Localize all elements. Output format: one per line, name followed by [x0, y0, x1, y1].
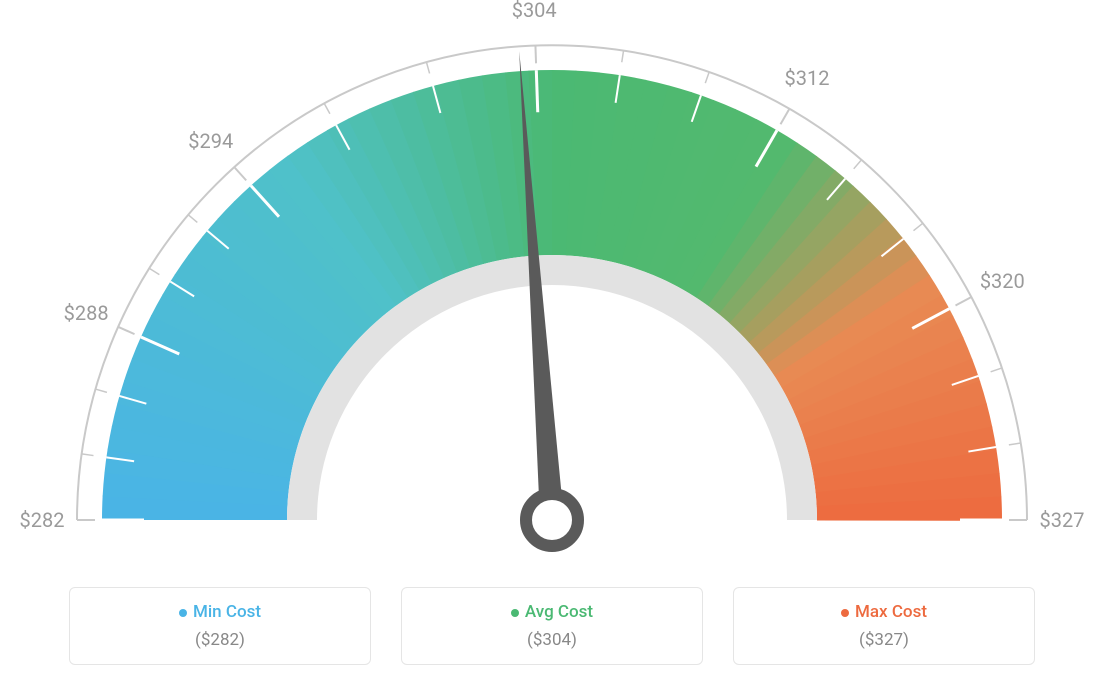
tick-label: $320: [980, 269, 1025, 293]
legend-max-box: Max Cost ($327): [733, 587, 1035, 665]
tick-label: $312: [785, 66, 830, 90]
legend-avg-box: Avg Cost ($304): [401, 587, 703, 665]
legend-avg-title: Avg Cost: [402, 602, 702, 622]
gauge-area: $282 $288 $294 $304 $312 $320 $327: [0, 0, 1104, 560]
tick-label: $282: [20, 508, 65, 532]
tick-label: $304: [512, 0, 557, 22]
dot-icon: [179, 609, 187, 617]
legend-row: Min Cost ($282) Avg Cost ($304) Max Cost…: [0, 587, 1104, 665]
dot-icon: [511, 609, 519, 617]
tick-label: $288: [64, 301, 109, 325]
legend-avg-title-text: Avg Cost: [525, 602, 593, 622]
legend-avg-value: ($304): [402, 630, 702, 650]
legend-min-value: ($282): [70, 630, 370, 650]
gauge-svg: [0, 0, 1104, 560]
gauge-chart-container: $282 $288 $294 $304 $312 $320 $327 Min Cost ($…: [0, 0, 1104, 690]
legend-min-box: Min Cost ($282): [69, 587, 371, 665]
legend-max-value: ($327): [734, 630, 1034, 650]
tick-label: $327: [1040, 508, 1085, 532]
dot-icon: [841, 609, 849, 617]
tick-label: $294: [188, 129, 233, 153]
legend-max-title-text: Max Cost: [855, 602, 927, 622]
legend-min-title-text: Min Cost: [193, 602, 261, 622]
needle-hub: [526, 494, 578, 546]
legend-max-title: Max Cost: [734, 602, 1034, 622]
legend-min-title: Min Cost: [70, 602, 370, 622]
